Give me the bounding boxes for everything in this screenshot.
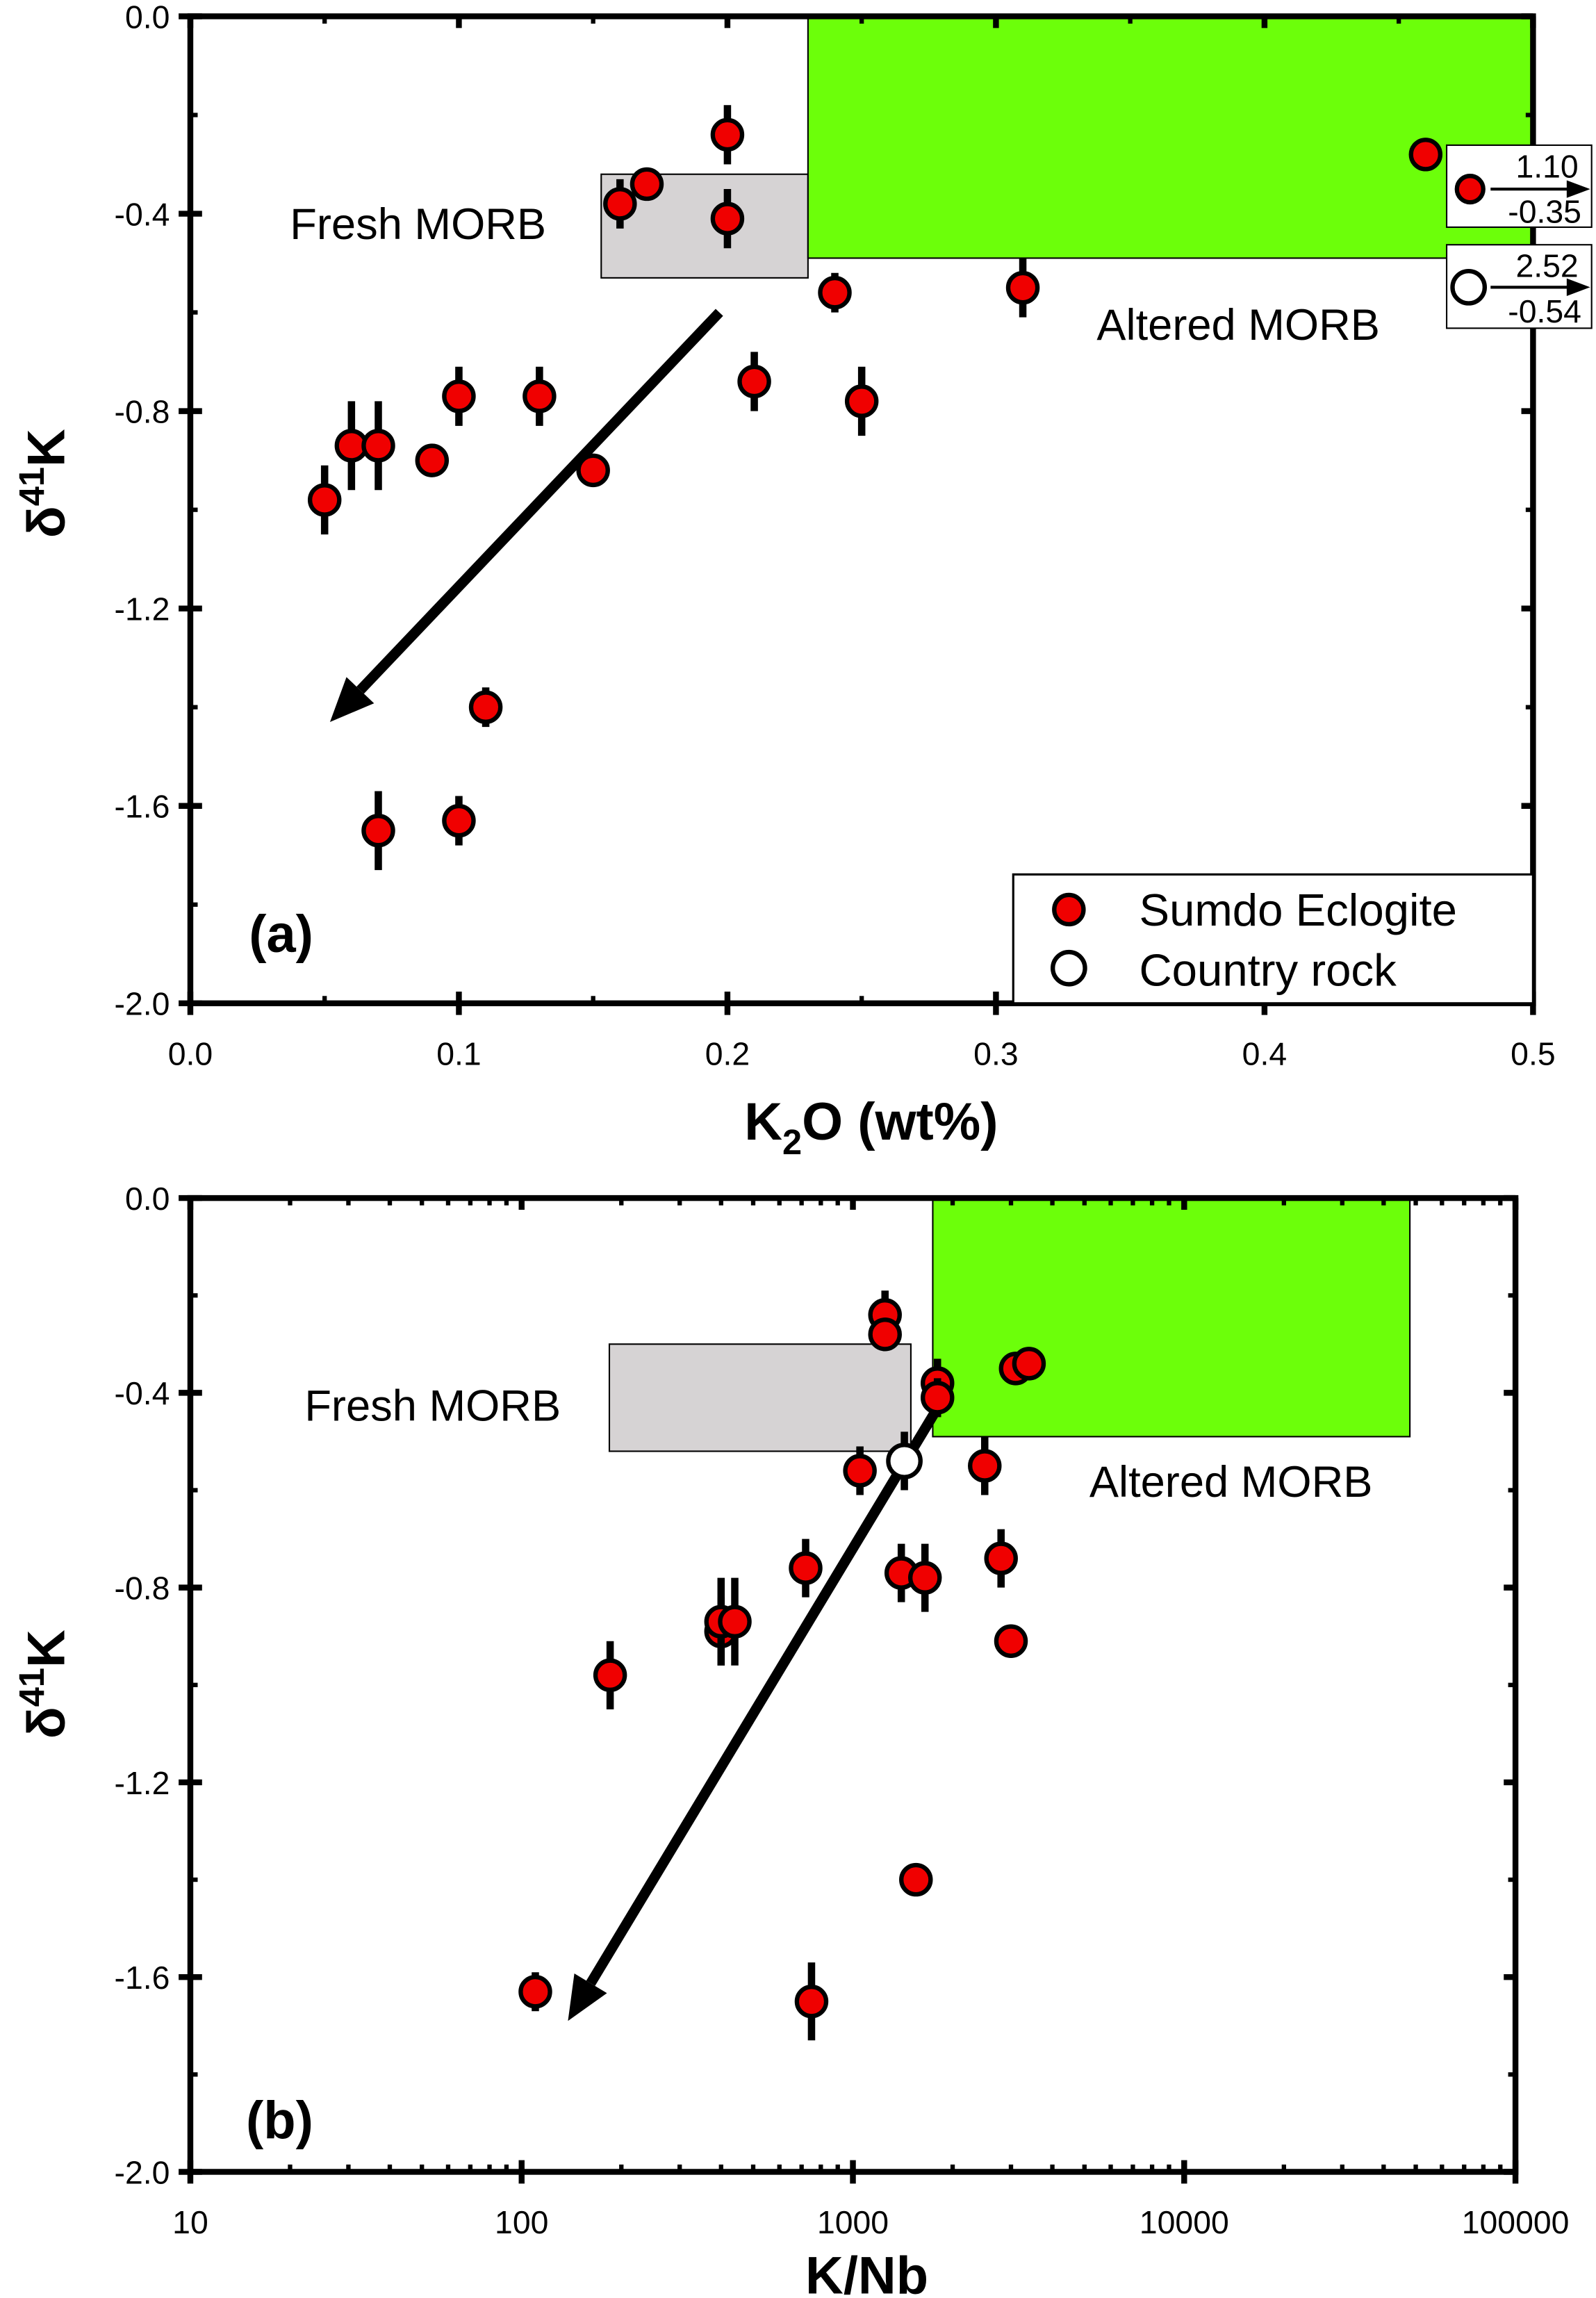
x-tick-label: 1000 — [817, 2204, 889, 2240]
trend-arrow-head-icon — [568, 1973, 607, 2021]
legend: Sumdo Eclogite Country rock — [1012, 873, 1534, 1005]
data-point-sumdo-eclogite — [468, 690, 503, 724]
offscale-y-2: -0.54 — [1508, 293, 1581, 329]
legend-label-sumdo: Sumdo Eclogite — [1140, 885, 1457, 935]
data-point-sumdo-eclogite — [361, 429, 395, 463]
y-axis-title-b: δ41K — [12, 1630, 76, 1739]
fresh-morb-label-a: Fresh MORB — [290, 200, 546, 249]
legend-marker-sumdo — [1052, 892, 1086, 927]
data-point-sumdo-eclogite — [899, 1862, 933, 1897]
x-tick-label: 100000 — [1462, 2204, 1570, 2240]
x-tick-label: 100 — [495, 2204, 548, 2240]
data-point-sumdo-eclogite — [603, 187, 637, 221]
y-tick-label: 0.0 — [125, 1181, 170, 1217]
offscale-y-1: -0.35 — [1508, 194, 1581, 230]
panel-label-b: (b) — [246, 2091, 313, 2150]
data-point-sumdo-eclogite — [868, 1318, 902, 1352]
x-axis-title-b: K/Nb — [805, 2246, 928, 2298]
trend-arrow-shaft — [586, 1395, 948, 1986]
data-point-sumdo-eclogite — [710, 117, 745, 152]
data-point-sumdo-eclogite — [737, 364, 771, 399]
data-point-sumdo-eclogite — [794, 1985, 829, 2019]
data-point-sumdo-eclogite — [818, 275, 852, 310]
altered-morb-label-b: Altered MORB — [1089, 1458, 1373, 1507]
data-point-sumdo-eclogite — [630, 167, 664, 202]
x-tick-label: 0.3 — [973, 1035, 1018, 1072]
y-axis-title-a: δ41K — [12, 429, 76, 538]
x-tick-label: 0.4 — [1242, 1035, 1287, 1072]
data-point-country-rock — [886, 1443, 923, 1479]
data-point-sumdo-eclogite — [789, 1551, 823, 1585]
offscale-point-sumdo — [1454, 174, 1486, 205]
trend-arrow-shaft — [356, 309, 723, 694]
y-tick-label: -0.4 — [115, 1375, 170, 1411]
y-tick-label: 0.0 — [125, 0, 170, 35]
x-tick-label: 0.2 — [705, 1035, 750, 1072]
x-tick-label: 0.5 — [1511, 1035, 1555, 1072]
data-point-sumdo-eclogite — [415, 443, 450, 477]
data-point-sumdo-eclogite — [968, 1449, 1002, 1483]
panel-label-a: (a) — [249, 905, 313, 964]
altered-morb-label-a: Altered MORB — [1096, 301, 1380, 350]
data-point-sumdo-eclogite — [523, 379, 557, 413]
data-point-sumdo-eclogite — [718, 1605, 752, 1639]
y-tick-label: -2.0 — [115, 2154, 170, 2190]
offscale-inset-2: 2.52 -0.54 — [1445, 244, 1593, 329]
data-point-sumdo-eclogite — [1012, 1347, 1046, 1381]
x-tick-label: 10000 — [1140, 2204, 1229, 2240]
arrow-right-icon — [1566, 278, 1590, 296]
y-tick-label: -0.8 — [115, 1570, 170, 1607]
y-tick-label: -0.8 — [115, 393, 170, 429]
data-point-sumdo-eclogite — [921, 1381, 955, 1415]
panel-b: 0.0 -0.4 -0.8 -1.2 -1.6 -2.010 100 1000 10000 100… — [12, 1181, 1569, 2298]
data-point-sumdo-eclogite — [984, 1541, 1018, 1575]
trend-arrow-head-icon — [329, 677, 375, 723]
plot-frame-a — [187, 13, 1536, 1007]
plot-frame-b — [187, 1195, 1519, 2175]
x-tick-label: 0.1 — [436, 1035, 481, 1072]
offscale-inset-1: 1.10 -0.35 — [1445, 144, 1593, 230]
data-point-sumdo-eclogite — [442, 379, 476, 413]
offscale-x-2: 2.52 — [1515, 248, 1578, 284]
fresh-morb-label-b: Fresh MORB — [304, 1381, 561, 1430]
offscale-point-country — [1450, 268, 1488, 306]
data-point-sumdo-eclogite — [710, 202, 745, 236]
x-tick-label: 10 — [172, 2204, 208, 2240]
arrow-right-icon — [1566, 180, 1590, 198]
data-point-sumdo-eclogite — [1408, 138, 1443, 172]
fresh-morb-field — [608, 1343, 912, 1452]
legend-label-country: Country rock — [1140, 945, 1397, 996]
data-point-sumdo-eclogite — [843, 1454, 877, 1488]
y-tick-label: -2.0 — [115, 986, 170, 1022]
x-tick-label: 0.0 — [168, 1035, 213, 1072]
altered-morb-field — [932, 1197, 1411, 1438]
data-point-sumdo-eclogite — [844, 384, 879, 418]
data-point-sumdo-eclogite — [907, 1561, 942, 1595]
y-tick-label: -1.2 — [115, 591, 170, 627]
data-point-sumdo-eclogite — [1005, 270, 1040, 305]
data-point-sumdo-eclogite — [994, 1624, 1028, 1658]
legend-marker-country — [1051, 949, 1087, 987]
y-tick-label: -1.6 — [115, 1960, 170, 1996]
altered-morb-field — [807, 15, 1534, 259]
offscale-x-1: 1.10 — [1515, 148, 1578, 184]
x-axis-title-a: K2O (wt%) — [744, 1092, 998, 1162]
panel-a: 0.0 -0.4 -0.8 -1.2 -1.6 -2.0 0.0 0.1 0.2 0.3 0.4 0.… — [12, 0, 1593, 1162]
data-point-sumdo-eclogite — [518, 1974, 552, 2009]
y-tick-label: -1.2 — [115, 1765, 170, 1801]
data-point-sumdo-eclogite — [442, 803, 476, 838]
data-point-sumdo-eclogite — [576, 453, 610, 488]
data-point-sumdo-eclogite — [593, 1658, 627, 1693]
data-point-sumdo-eclogite — [361, 814, 395, 848]
data-point-sumdo-eclogite — [307, 483, 342, 517]
y-tick-label: -0.4 — [115, 196, 170, 232]
y-tick-label: -1.6 — [115, 789, 170, 825]
